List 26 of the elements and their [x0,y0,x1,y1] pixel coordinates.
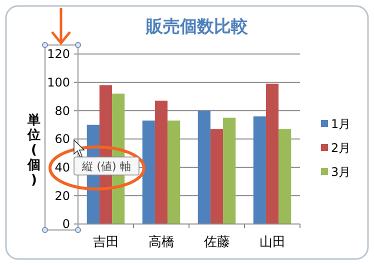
bar [154,100,168,224]
y-tick-label: 20 [54,188,70,203]
y-tick-label: 100 [47,76,70,90]
bar [253,116,266,224]
x-tick-label: 高橋 [148,234,174,250]
bar [168,120,180,224]
x-tick-label: 山田 [259,235,286,250]
legend-label: 1月 [331,117,351,132]
bar [210,129,224,224]
bar [278,129,292,224]
x-tick-label: 佐藤 [204,235,230,250]
annotation: 縦 (値) 軸 [81,160,131,173]
y-tick-label: 0 [62,217,70,232]
bar [223,118,236,224]
y-tick-label: 120 [47,47,70,62]
bar [198,110,210,224]
bar [142,120,155,224]
legend-label: 2月 [331,141,351,156]
y-axis-title: 単位(個) [26,113,40,188]
x-tick-label: 吉田 [92,235,119,250]
y-tick-label: 40 [54,160,70,175]
y-tick-label: 80 [54,104,70,118]
y-tick-label: 60 [54,132,70,146]
bar [266,84,279,224]
legend-label: 3月 [331,165,351,180]
chart-title: 販売個数比較 [145,17,249,37]
